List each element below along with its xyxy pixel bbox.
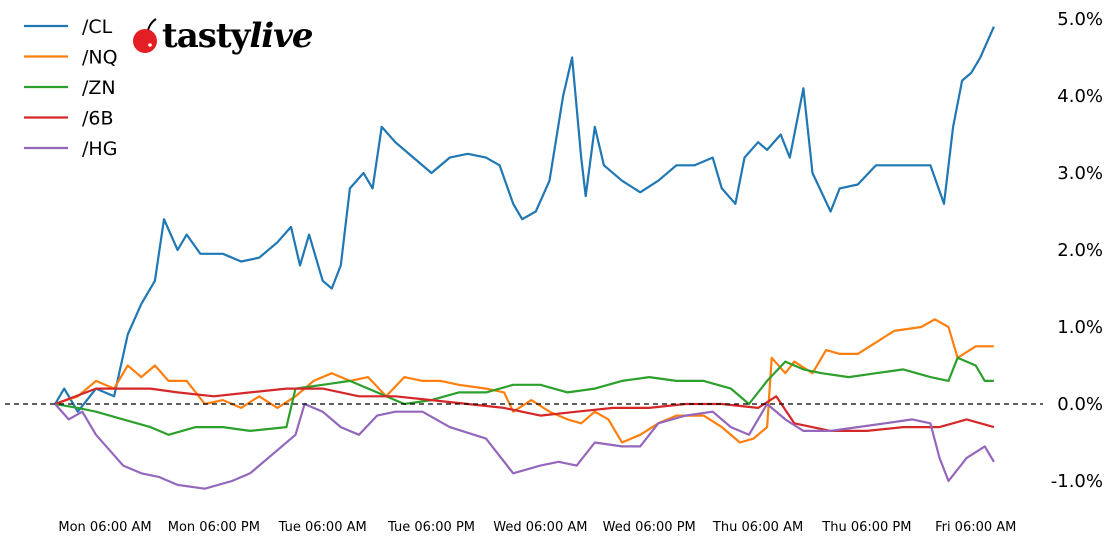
y-tick-label: 5.0% [1057,9,1103,30]
y-tick-label: 3.0% [1057,163,1103,184]
x-tick-label: Tue 06:00 AM [278,520,367,535]
x-tick-label: Thu 06:00 PM [821,520,911,535]
series-line-6b [54,387,995,432]
tastylive-logo: tastylive [130,16,314,56]
x-tick-label: Tue 06:00 PM [387,520,475,535]
series-line-hg [54,402,995,490]
legend-label: /HG [82,138,117,160]
x-axis-ticks: Mon 06:00 AM Mon 06:00 PM Tue 06:00 AM Tue … [58,520,1016,535]
series-line-nq [54,318,994,444]
legend-label: /6B [82,108,114,130]
series-line-cl [54,26,995,413]
series-lines [54,26,995,490]
x-tick-label: Mon 06:00 PM [168,520,260,535]
logo-text: tastylive [162,16,314,56]
legend: /CL/NQ/ZN/6B/HG [24,16,118,160]
legend-label: /CL [82,16,113,38]
legend-label: /NQ [82,47,118,69]
legend-label: /ZN [82,77,116,99]
y-axis-ticks: 5.0% 4.0% 3.0% 2.0% 1.0% 0.0% -1.0% [1051,9,1103,492]
x-tick-label: Thu 06:00 AM [712,520,803,535]
x-tick-label: Wed 06:00 PM [603,520,696,535]
y-tick-label: 4.0% [1057,86,1103,107]
y-tick-label: 1.0% [1057,317,1103,338]
x-tick-label: Fri 06:00 AM [935,520,1016,535]
cherry-icon [133,18,157,53]
y-tick-label: 2.0% [1057,240,1103,261]
series-line-zn [54,356,994,436]
y-tick-label: 0.0% [1057,394,1103,415]
x-tick-label: Wed 06:00 AM [493,520,587,535]
x-tick-label: Mon 06:00 AM [58,520,151,535]
y-tick-label: -1.0% [1051,471,1103,492]
